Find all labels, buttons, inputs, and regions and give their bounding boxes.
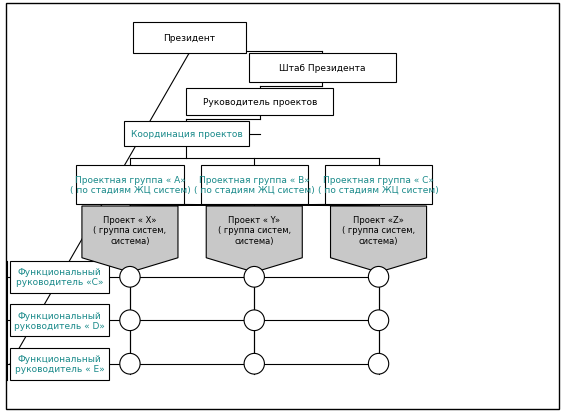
FancyBboxPatch shape [10,304,109,337]
Ellipse shape [244,354,264,374]
Polygon shape [206,206,302,273]
FancyBboxPatch shape [133,23,246,54]
FancyBboxPatch shape [249,54,396,83]
Ellipse shape [368,354,389,374]
Polygon shape [331,206,427,273]
Ellipse shape [244,310,264,331]
Text: Руководитель проектов: Руководитель проектов [203,98,317,107]
Ellipse shape [368,310,389,331]
Text: Функциональный
руководитель «С»: Функциональный руководитель «С» [16,268,103,287]
Text: Проект « X»
( группа систем,
система): Проект « X» ( группа систем, система) [93,216,167,245]
Ellipse shape [120,267,140,287]
FancyBboxPatch shape [124,122,249,147]
Text: Функциональный
руководитель « E»: Функциональный руководитель « E» [15,354,105,373]
Text: Координация проектов: Координация проектов [131,130,242,139]
FancyBboxPatch shape [325,165,432,204]
Text: Проектная группа « В»
( по стадиям ЖЦ систем): Проектная группа « В» ( по стадиям ЖЦ си… [194,175,315,195]
Ellipse shape [120,354,140,374]
FancyBboxPatch shape [201,165,308,204]
Text: Проект «Z»
( группа систем,
система): Проект «Z» ( группа систем, система) [342,216,415,245]
Text: Проектная группа « А»
( по стадиям ЖЦ систем): Проектная группа « А» ( по стадиям ЖЦ си… [69,175,190,195]
FancyBboxPatch shape [76,165,184,204]
Text: Проектная группа « С»
( по стадиям ЖЦ систем): Проектная группа « С» ( по стадиям ЖЦ си… [318,175,439,195]
Ellipse shape [244,267,264,287]
FancyBboxPatch shape [10,348,109,380]
FancyBboxPatch shape [10,261,109,293]
Text: Проект « Y»
( группа систем,
система): Проект « Y» ( группа систем, система) [218,216,291,245]
FancyBboxPatch shape [186,89,333,116]
Text: Функциональный
руководитель « D»: Функциональный руководитель « D» [14,311,105,330]
Ellipse shape [368,267,389,287]
Ellipse shape [120,310,140,331]
Polygon shape [82,206,178,273]
Text: Президент: Президент [163,34,215,43]
Text: Штаб Президента: Штаб Президента [279,64,366,73]
